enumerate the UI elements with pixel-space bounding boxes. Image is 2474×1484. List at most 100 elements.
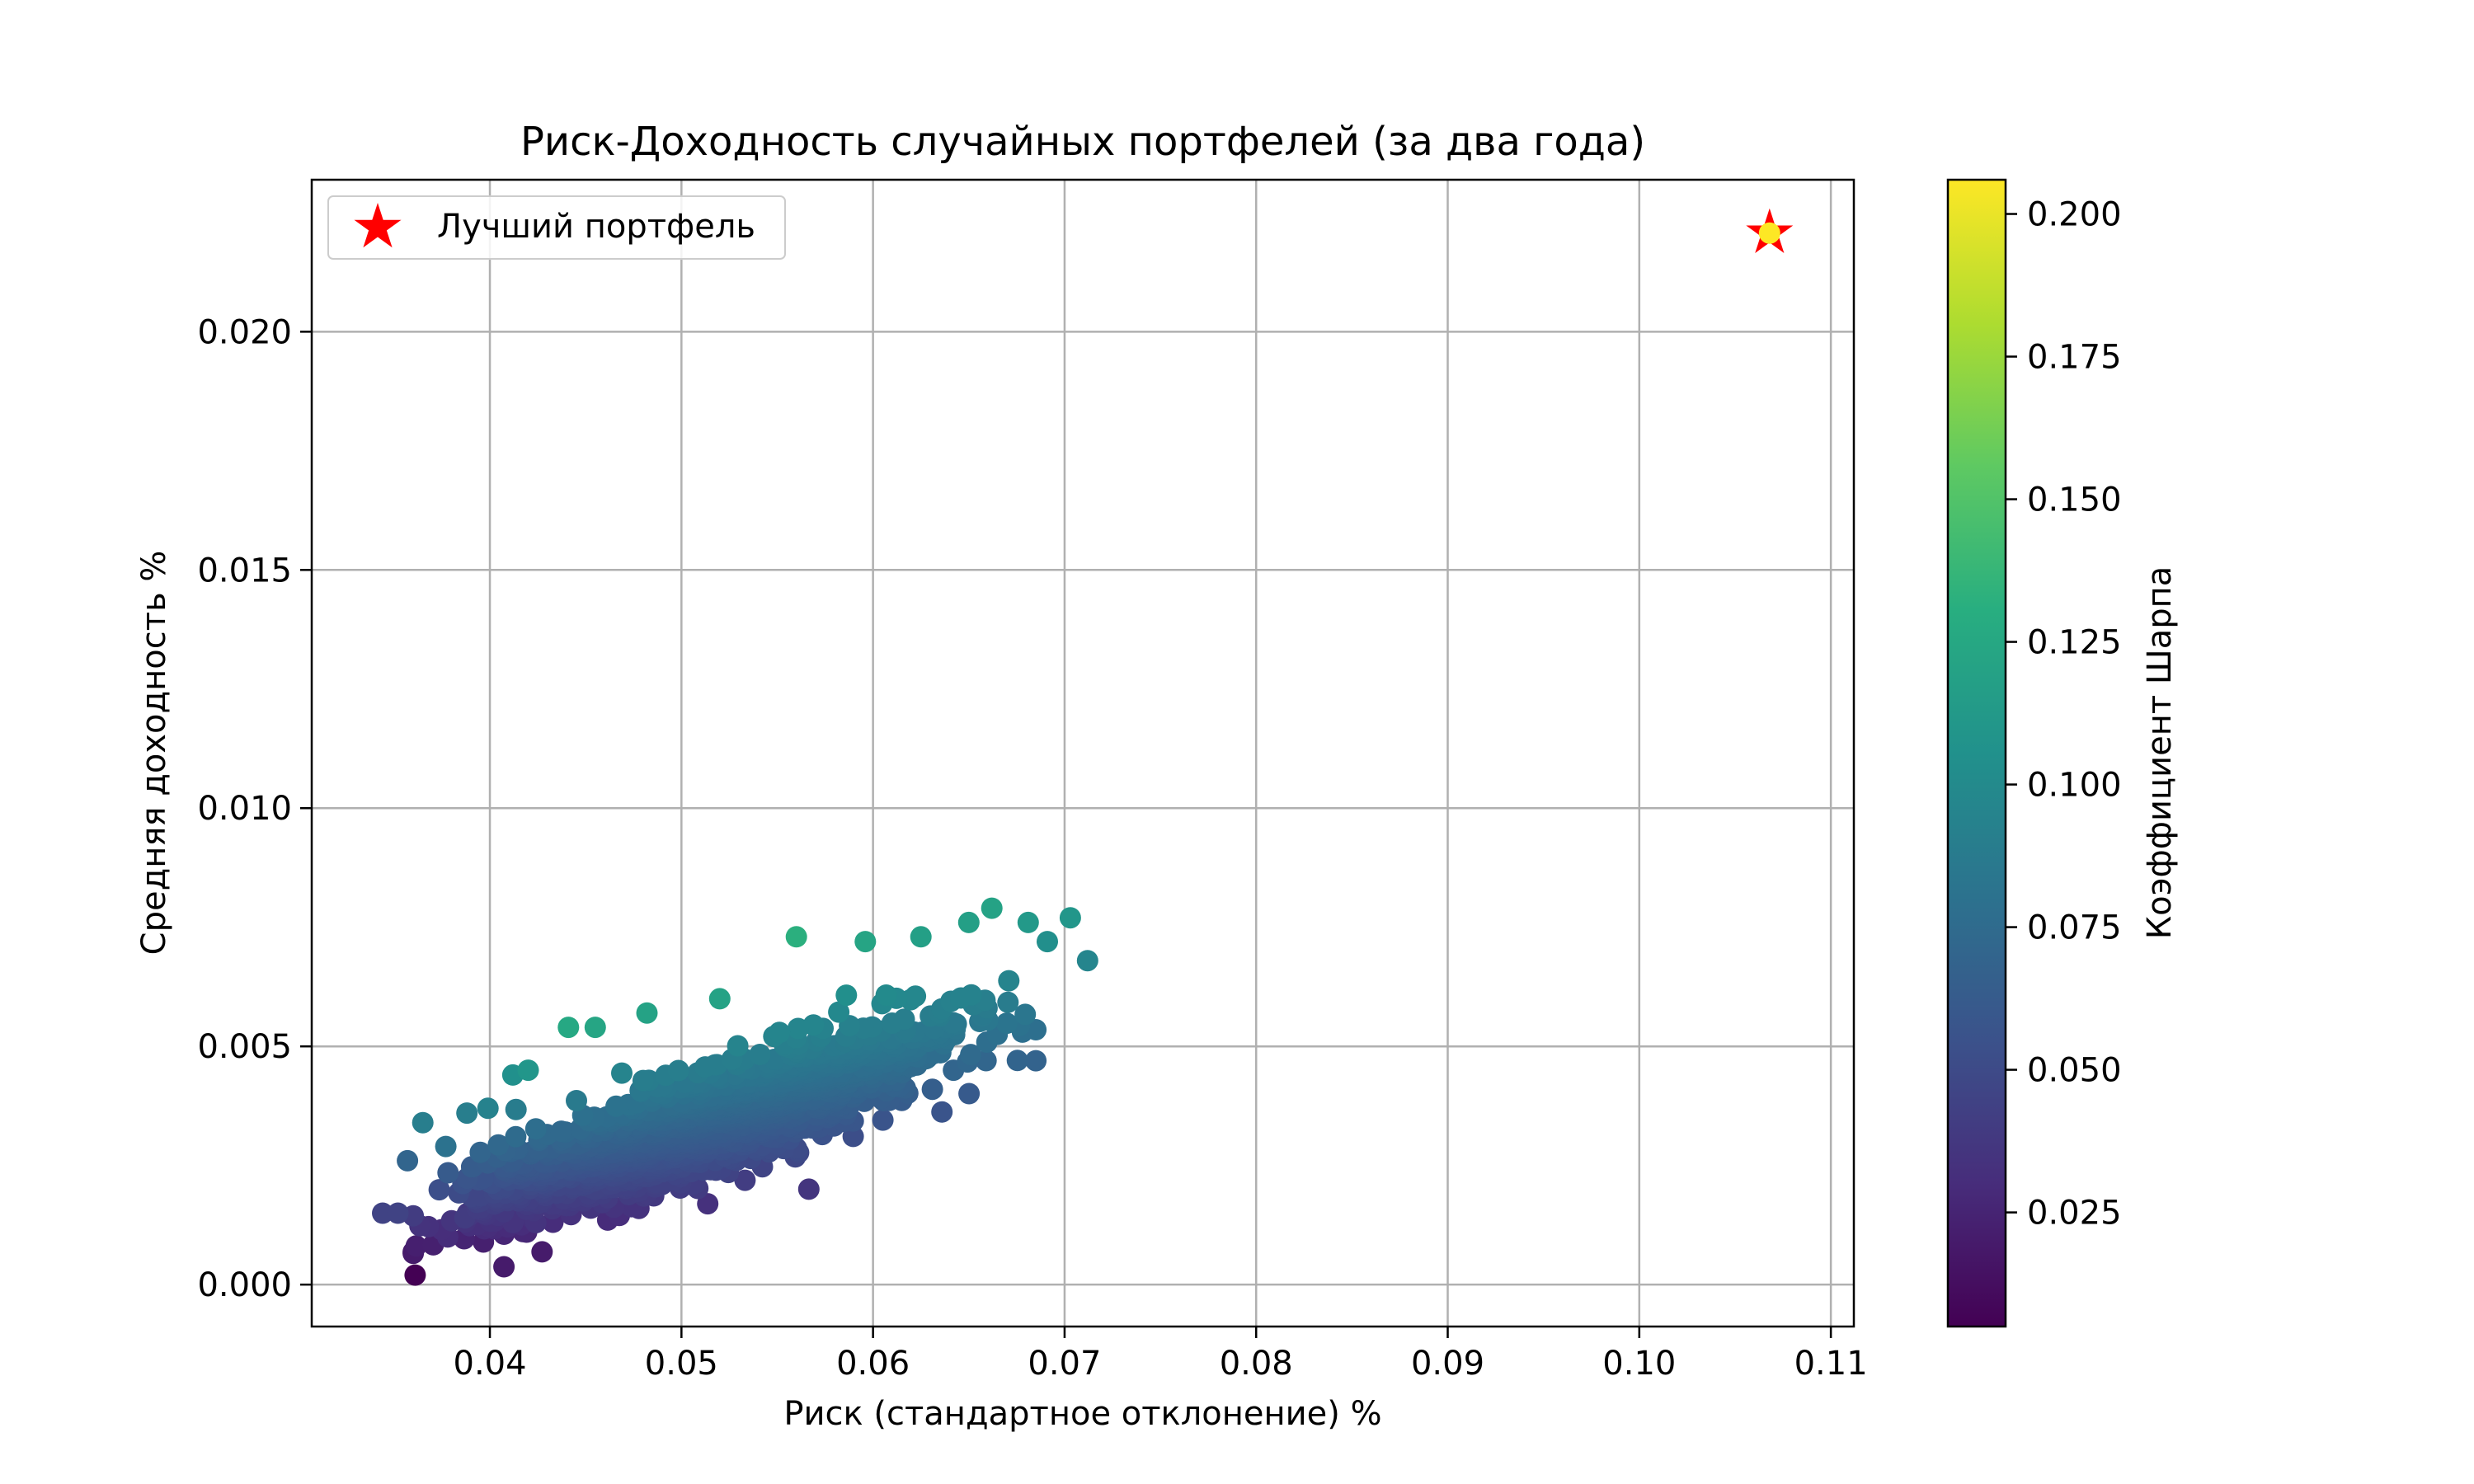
scatter-point [493,1256,515,1278]
scatter-point [605,1095,628,1117]
y-tick-label: 0.000 [197,1266,292,1304]
scatter-point [785,926,807,948]
scatter-point [960,984,982,1006]
scatter-point [910,926,932,948]
best-portfolio-point [1758,222,1780,244]
colorbar-tick-label: 0.075 [2027,909,2122,947]
x-tick-label: 0.10 [1602,1345,1676,1383]
scatter-point [566,1090,587,1111]
x-tick-label: 0.09 [1411,1345,1484,1383]
x-tick-label: 0.06 [836,1345,910,1383]
scatter-point [632,1069,654,1092]
colorbar-ticks: 0.025 0.050 0.075 0.100 0.125 0.150 0.175 0.200 [2006,196,2122,1233]
scatter-point [505,1125,527,1148]
colorbar-gradient [1946,178,2007,1328]
scatter-point [998,970,1020,992]
scatter-point [1076,950,1098,972]
colorbar-tick-label: 0.025 [2027,1195,2122,1233]
x-axis-ticks: 0.04 0.05 0.06 0.07 0.08 0.09 0.10 0.11 [454,1327,1868,1383]
scatter-point [1014,1003,1037,1026]
scatter-point [905,985,927,1007]
colorbar-tick-label: 0.200 [2027,196,2122,234]
scatter-point [835,984,858,1007]
legend-label: Лучший портфель [437,208,755,246]
scatter-point [584,1017,606,1039]
scatter-point [921,1078,943,1101]
scatter-point [517,1059,539,1082]
y-axis-ticks: 0.000 0.005 0.010 0.015 0.020 [197,313,312,1304]
scatter-point [797,1178,820,1200]
colorbar-tick-label: 0.100 [2027,767,2122,805]
scatter-point [872,1109,894,1131]
x-tick-label: 0.04 [454,1345,527,1383]
legend-box [327,195,786,260]
scatter-point [957,911,980,933]
scatter-point [667,1059,689,1082]
scatter-point [505,1098,527,1120]
x-tick-label: 0.05 [645,1345,718,1383]
scatter-point [1017,911,1039,933]
scatter-point [734,1169,756,1191]
scatter-point [437,1162,459,1184]
scatter-point [372,1202,393,1224]
colorbar-tick-label: 0.050 [2027,1052,2122,1090]
scatter-point [958,1082,981,1105]
scatter-point [893,1008,915,1031]
scatter-point [1006,1050,1028,1072]
legend-star-icon [354,203,402,248]
scatter-point [769,1021,791,1044]
scatter-point [875,984,897,1006]
colorbar: 0.025 0.050 0.075 0.100 0.125 0.150 0.175 0.200… [1946,178,2179,1328]
plot-frame [310,178,1856,1328]
scatter-point [708,988,731,1010]
scatter-point [1025,1019,1047,1040]
scatter-point [412,1111,434,1134]
scatter-point [997,991,1019,1013]
scatter-point [1037,931,1058,953]
scatter-point [524,1118,547,1140]
y-axis-label: Средняя доходность % [135,551,173,956]
y-tick-label: 0.015 [197,552,292,589]
y-tick-label: 0.005 [197,1028,292,1066]
x-tick-label: 0.07 [1028,1345,1101,1383]
scatter-point [636,1002,658,1024]
x-axis-label: Риск (стандартное отклонение) % [783,1395,1381,1433]
grid-lines [312,180,1854,1327]
scatter-point [611,1062,633,1084]
colorbar-label: Коэффициент Шарпа [2141,566,2179,940]
scatter-point [995,1012,1018,1035]
scatter-point [531,1241,553,1263]
chart-title: Риск-Доходность случайных портфелей (за … [520,119,1645,165]
colorbar-tick-label: 0.175 [2027,339,2122,377]
data-points [372,897,1098,1286]
best-portfolio-marker [1746,208,1794,253]
scatter-point [931,1101,953,1123]
scatter-point [787,1017,809,1040]
colorbar-tick-label: 0.125 [2027,624,2122,662]
scatter-point [557,1017,580,1039]
colorbar-tick-label: 0.150 [2027,481,2122,519]
y-tick-label: 0.020 [197,313,292,351]
scatter-point [404,1264,426,1286]
y-tick-label: 0.010 [197,790,292,828]
scatter-point [1025,1050,1047,1072]
x-tick-label: 0.08 [1220,1345,1293,1383]
scatter-point [694,1056,717,1078]
scatter-point [727,1035,749,1057]
scatter-point [550,1120,572,1143]
legend: Лучший портфель [327,195,786,260]
x-tick-label: 0.11 [1794,1345,1868,1383]
scatter-point [981,897,1003,919]
scatter-point [854,931,877,953]
scatter-point [405,1235,427,1257]
scatter-point [397,1149,419,1172]
scatter-point [477,1097,499,1120]
scatter-point [456,1102,478,1125]
scatter-point [1059,907,1081,929]
scatter-point [828,1001,850,1023]
scatter-point [435,1135,457,1158]
scatter-point [428,1179,450,1201]
scatter-point [697,1193,719,1215]
scatter-point [960,1044,982,1066]
